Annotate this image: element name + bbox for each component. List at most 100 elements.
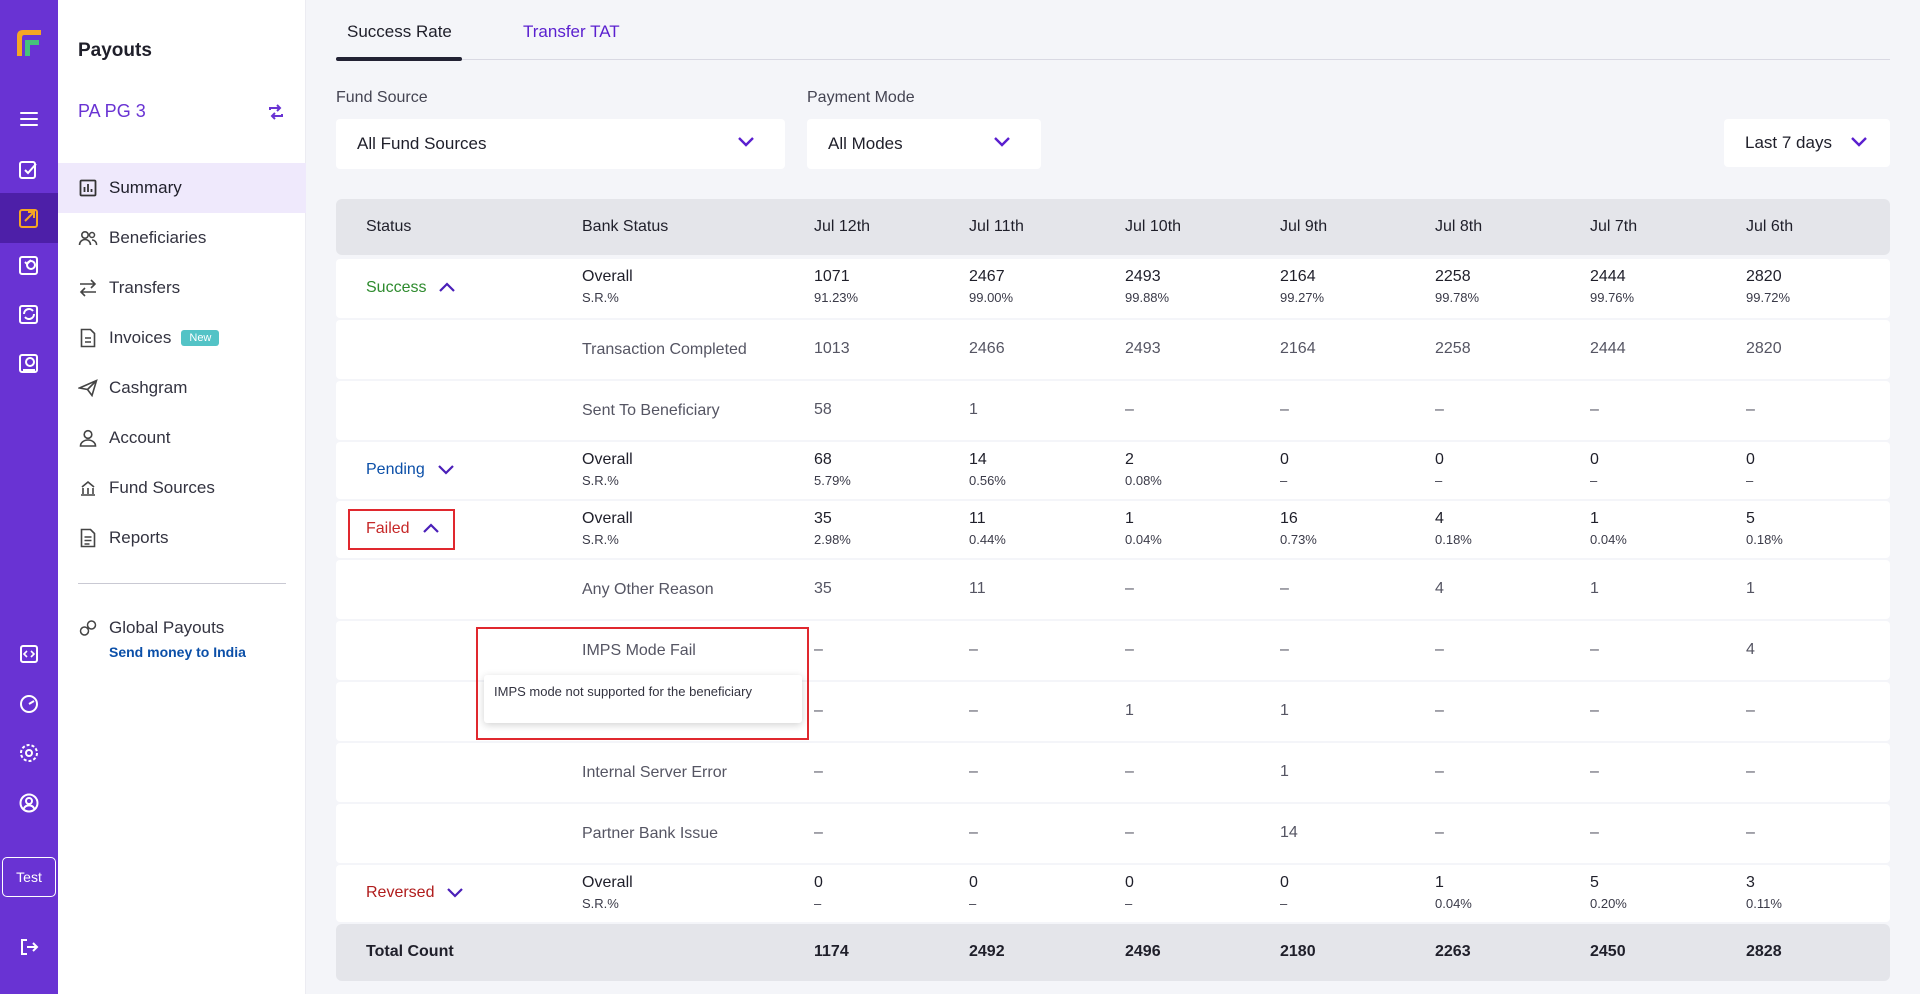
sidebar-item-transfers[interactable]: Transfers [58,263,306,313]
status-toggle-success[interactable]: Success [366,279,456,297]
bank-status-label: Transaction Completed [582,340,747,358]
rate-value: – [1590,473,1598,488]
total-count-label: Total Count [366,943,454,960]
rate-value: 0.56% [969,473,1006,488]
cell-value: 1 [1746,579,1755,597]
table-header-row: Status Bank Status Jul 12th Jul 11th Jul 10t… [336,199,1890,255]
cell-value: – [969,640,978,658]
global-payouts[interactable]: Global Payouts Send money to India [78,618,246,660]
sidebar-item-account[interactable]: Account [58,413,306,463]
count-value: 0 [1280,451,1289,468]
rate-value: – [1125,896,1133,911]
status-toggle-reversed[interactable]: Reversed [366,884,464,902]
total-value: 2828 [1746,943,1782,960]
bank-status-overall: Overall S.R.% [582,451,633,488]
rate-value: 5.79% [814,473,851,488]
count-value: 2444 [1590,268,1626,285]
cell-value: 14 0.56% [969,451,1006,488]
sidebar-item-invoices[interactable]: Invoices New [58,313,306,363]
logout-icon[interactable] [14,932,44,962]
cell-value: – [1590,823,1599,841]
bank-status-label: Overall [582,510,633,527]
rate-value: 0.73% [1280,532,1317,547]
payouts-icon[interactable] [0,193,58,243]
date-range-select[interactable]: Last 7 days [1724,119,1890,167]
cell-value: 3 0.11% [1746,874,1782,911]
payment-mode-select[interactable]: All Modes [807,119,1041,169]
send-money-to-india-link[interactable]: Send money to India [109,644,246,660]
verification-icon[interactable] [14,250,44,280]
cell-value: 0– [969,874,978,911]
cashfree-logo [17,30,41,56]
sidebar-item-label: Beneficiaries [109,228,207,247]
count-value: 0 [1125,874,1134,891]
payment-gateway-icon[interactable] [14,155,44,185]
sidebar-item-label: Fund Sources [109,478,215,497]
cell-value: 11 0.44% [969,510,1006,547]
status-label-text: Success [366,278,427,296]
cell-value: 1 0.04% [1590,510,1627,547]
sidebar-item-cashgram[interactable]: Cashgram [58,363,306,413]
cell-value: 2 0.08% [1125,451,1162,488]
cell-value: – [969,823,978,841]
total-value: 2492 [969,943,1005,960]
chevron-down-icon[interactable] [446,887,464,898]
count-value: 35 [814,510,832,527]
cell-value: – [814,640,823,658]
bank-status-overall: Overall S.R.% [582,874,633,911]
count-value: 2820 [1746,268,1782,285]
bank-status-label: Sent To Beneficiary [582,401,720,419]
sidebar-item-fund-sources[interactable]: Fund Sources [58,463,306,513]
count-value: 5 [1746,510,1755,527]
table-row: Transaction Completed 1013 2466 2493 2164 225… [336,320,1890,379]
cell-value: – [1746,701,1755,719]
sidebar-item-reports[interactable]: Reports [58,513,306,563]
global-payouts-label: Global Payouts [109,618,225,637]
active-tab-indicator [336,57,462,61]
subscriptions-icon[interactable] [14,299,44,329]
status-toggle-failed[interactable]: Failed [366,520,440,538]
test-mode-badge[interactable]: Test [2,857,56,897]
chart-icon [78,178,98,198]
chevron-down-icon[interactable] [437,464,455,475]
cell-value: 2164 [1280,339,1316,357]
cell-value: – [1125,823,1134,841]
chevron-up-icon[interactable] [438,282,456,293]
status-toggle-pending[interactable]: Pending [366,461,455,479]
count-value: 0 [969,874,978,891]
table-row: Failed Overall S.R.% 35 2.98% 11 0.44% 1 0.04% 16… [336,501,1890,558]
sidebar-item-summary[interactable]: Summary [58,163,306,213]
account-name[interactable]: PA PG 3 [78,101,146,121]
status-label-text: Failed [366,519,410,537]
menu-icon[interactable] [14,104,44,134]
cell-value: 0– [1280,874,1289,911]
tab-success-rate[interactable]: Success Rate [347,22,452,41]
column-header: Jul 10th [1125,218,1182,235]
chevron-up-icon[interactable] [422,523,440,534]
rate-value: 0.18% [1435,532,1472,547]
developers-icon[interactable] [14,639,44,669]
fund-source-value: All Fund Sources [357,134,487,153]
analytics-icon[interactable] [14,689,44,719]
payment-links-icon[interactable] [14,348,44,378]
rate-value: 99.88% [1125,290,1170,305]
count-value: 1 [1590,510,1599,527]
tab-transfer-tat[interactable]: Transfer TAT [523,22,620,41]
sr-label: S.R.% [582,290,619,305]
switch-account-icon[interactable] [266,102,286,122]
cell-value: 2444 [1590,339,1626,357]
settings-icon[interactable] [14,738,44,768]
count-value: 16 [1280,510,1298,527]
column-header: Status [366,218,412,235]
fund-icon [78,478,98,498]
rate-value: – [969,896,977,911]
profile-icon[interactable] [14,788,44,818]
cell-value: 0– [814,874,823,911]
count-value: 1 [1435,874,1444,891]
fund-source-select[interactable]: All Fund Sources [336,119,785,169]
column-header: Jul 8th [1435,218,1483,235]
imps-highlight-box [476,627,809,740]
rate-value: 2.98% [814,532,851,547]
sidebar-item-beneficiaries[interactable]: Beneficiaries [58,213,306,263]
column-header: Jul 12th [814,218,871,235]
